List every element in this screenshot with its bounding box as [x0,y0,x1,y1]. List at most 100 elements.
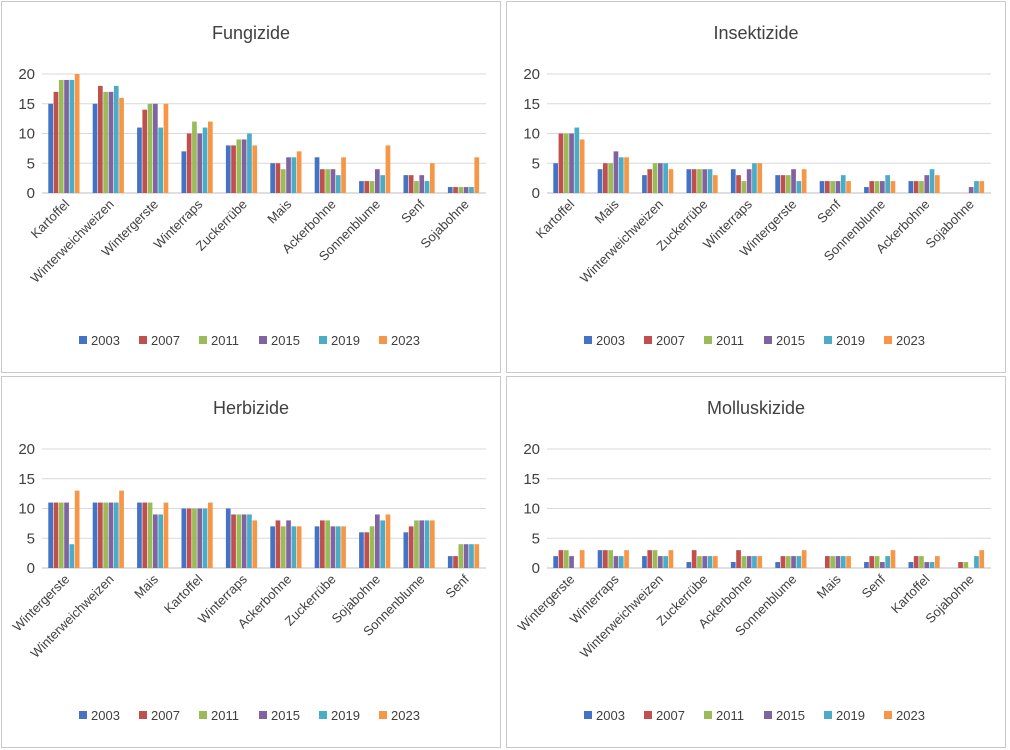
legend-label: 2003 [91,708,120,723]
bar-winterweichweizen-2023 [119,97,124,193]
chart-panel-fungizide: Fungizide 0 5 10 15 20 Kartoffel Winterweichwei… [1,1,501,373]
bar-chart: Fungizide 0 5 10 15 20 KartoffelWinterweichwei… [18,23,486,348]
bar-winterweichweizen-2015 [658,556,663,568]
bar-kartoffel-2011 [58,79,64,193]
bar-mais-2019 [840,556,846,568]
bar-senf-2019 [424,181,430,193]
bar-senf-2019 [840,175,846,193]
bar-sonnenblume-2023 [430,520,435,568]
legend-label: 2019 [836,333,865,348]
legend-swatch [884,336,892,344]
bar-wintergerste-2007 [780,175,786,193]
bar-sonnenblume-2015 [880,181,885,193]
bar-winterraps-2007 [231,514,236,568]
y-tick-label: 5 [27,155,35,172]
bar-zuckerruebe-2003 [686,169,692,193]
bar-senf-2007 [825,181,830,193]
bar-ackerbohne-2011 [741,556,747,568]
bar-zuckerruebe-2011 [325,520,330,568]
bar-sonnenblume-2011 [369,181,375,193]
bar-wintergerste-2011 [563,550,569,568]
bar-senf-2015 [419,175,425,193]
bar-zuckerruebe-2023 [713,175,718,193]
legend-swatch [584,711,592,719]
bar-ackerbohne-2019 [335,175,341,193]
bar-sojabohne-2011 [369,526,375,568]
bar-senf-2019 [469,544,474,568]
chart-title: Fungizide [212,23,290,43]
bar-ackerbohne-2015 [330,169,336,193]
bar-sonnenblume-2003 [403,532,409,568]
x-tick-label: Mais [592,196,622,226]
bar-senf-2019 [885,556,890,568]
bar-kartoffel-2011 [919,556,924,568]
bar-chart: Molluskizide05101520WintergersteWinterra… [515,398,991,723]
bar-wintergerste-2015 [791,169,796,193]
bar-sonnenblume-2011 [414,520,419,568]
bar-ackerbohne-2003 [908,181,914,193]
legend-label: 2003 [596,333,625,348]
bar-winterweichweizen-2019 [113,85,119,193]
legend-label: 2011 [211,708,239,723]
bar-zuckerruebe-2023 [341,526,346,568]
legend-label: 2007 [151,708,180,723]
bar-zuckerruebe-2007 [320,520,325,568]
bar-wintergerste-2015 [569,556,574,568]
bar-zuckerruebe-2011 [697,556,702,568]
bar-wintergerste-2019 [69,544,75,568]
bar-winterraps-2007 [736,175,741,193]
bar-ackerbohne-2019 [291,526,297,568]
bar-winterraps-2011 [608,550,613,568]
legend-swatch [644,336,652,344]
y-tick-label: 15 [18,471,35,488]
bar-mais-2011 [280,169,286,193]
x-tick-label: Winterweichweizen [27,572,116,661]
legend-label: 2023 [896,333,925,348]
bar-wintergerste-2019 [158,127,163,193]
bar-sojabohne-2007 [453,187,458,193]
bar-winterraps-2007 [603,550,608,568]
chart-panel-herbizide: Herbizide 0 5 10 15 20 Wintergerste Winterweich… [1,376,501,748]
bar-senf-2007 [453,556,458,568]
bar-zuckerruebe-2015 [330,526,336,568]
legend-label: 2007 [151,333,180,348]
x-tick-label: Sojabohne [922,572,977,627]
x-tick-label: Mais [264,196,294,226]
bar-senf-2011 [458,544,464,568]
bar-zuckerruebe-2015 [702,169,708,193]
bar-senf-2023 [846,181,851,193]
bar-sojabohne-2023 [979,181,985,193]
bar-sojabohne-2019 [974,181,979,193]
bar-sonnenblume-2007 [780,556,786,568]
bar-mais-2003 [270,163,275,193]
bar-sojabohne-2015 [375,514,380,568]
bar-wintergerste-2019 [796,181,802,193]
bar-sonnenblume-2007 [408,526,414,568]
bar-winterraps-2019 [247,514,252,568]
bar-kartoffel-2003 [181,508,187,568]
bar-zuckerruebe-2015 [241,139,247,193]
bar-kartoffel-2007 [186,508,192,568]
legend-swatch [764,336,772,344]
bar-kartoffel-2015 [569,133,574,193]
bar-sonnenblume-2023 [385,145,391,193]
legend-swatch [259,711,267,719]
y-tick-label: 10 [523,126,540,143]
bar-winterweichweizen-2011 [652,550,658,568]
legend-swatch [139,336,147,344]
bar-sonnenblume-2011 [785,556,791,568]
bar-wintergerste-2011 [147,103,153,193]
y-tick-label: 10 [18,501,35,518]
bar-wintergerste-2003 [775,175,780,193]
bar-senf-2015 [835,181,841,193]
bar-sonnenblume-2019 [796,556,802,568]
x-tick-label: Senf [398,196,428,226]
bar-winterweichweizen-2003 [92,103,98,193]
bar-wintergerste-2003 [137,127,142,193]
bar-wintergerste-2015 [64,502,69,568]
bar-sonnenblume-2023 [801,550,807,568]
bar-sojabohne-2003 [359,532,364,568]
legend-swatch [319,711,327,719]
bar-kartoffel-2007 [558,133,564,193]
bar-winterraps-2015 [197,133,203,193]
